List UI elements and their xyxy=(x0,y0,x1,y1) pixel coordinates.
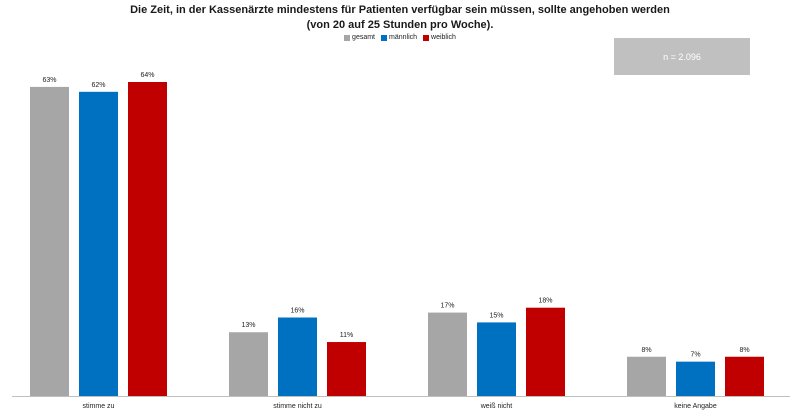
data-label-weiblich-2: 18% xyxy=(538,298,552,305)
bar-weiblich-2 xyxy=(526,307,565,396)
data-label-männlich-3: 7% xyxy=(690,352,700,359)
bar-gesamt-2 xyxy=(428,312,467,396)
legend-label-gesamt: gesamt xyxy=(352,34,376,41)
chart-legend: gesamt männlich weiblich xyxy=(0,34,800,41)
legend-item-maennlich: männlich xyxy=(381,34,417,41)
chart-title-line-2: (von 20 auf 25 Stunden pro Woche). xyxy=(306,19,494,31)
data-label-gesamt-3: 8% xyxy=(641,347,651,354)
bar-weiblich-0 xyxy=(128,82,167,396)
chart-title-line-1: Die Zeit, in der Kassenärzte mindestens … xyxy=(130,4,670,16)
category-label-2: weiß nicht xyxy=(480,403,513,410)
bar-weiblich-3 xyxy=(725,356,764,396)
legend-swatch-gesamt xyxy=(344,34,351,41)
data-label-gesamt-2: 17% xyxy=(440,303,454,310)
legend-label-weiblich: weiblich xyxy=(431,34,456,41)
data-label-männlich-2: 15% xyxy=(489,312,503,319)
sample-size-box: n = 2.096 xyxy=(614,38,750,75)
data-label-weiblich-1: 11% xyxy=(340,332,354,339)
chart-title: Die Zeit, in der Kassenärzte mindestens … xyxy=(0,3,800,33)
category-label-1: stimme nicht zu xyxy=(273,403,322,410)
legend-label-maennlich: männlich xyxy=(389,34,418,41)
data-label-gesamt-0: 63% xyxy=(42,77,56,84)
data-label-gesamt-1: 13% xyxy=(241,322,255,329)
bar-männlich-2 xyxy=(477,322,516,396)
bar-gesamt-3 xyxy=(627,356,666,396)
legend-item-weiblich: weiblich xyxy=(423,34,456,41)
legend-swatch-weiblich xyxy=(423,34,430,41)
bar-männlich-0 xyxy=(79,91,118,396)
data-label-weiblich-3: 8% xyxy=(739,347,749,354)
legend-item-gesamt: gesamt xyxy=(344,34,375,41)
bar-gesamt-1 xyxy=(229,332,268,396)
data-label-männlich-0: 62% xyxy=(91,82,105,89)
bar-männlich-1 xyxy=(278,317,317,396)
data-label-männlich-1: 16% xyxy=(290,308,304,315)
data-label-weiblich-0: 64% xyxy=(140,72,154,79)
category-label-0: stimme zu xyxy=(83,403,115,410)
legend-swatch-maennlich xyxy=(381,34,388,41)
bar-gesamt-0 xyxy=(30,86,69,396)
category-label-3: keine Angabe xyxy=(674,403,717,410)
bar-weiblich-1 xyxy=(327,342,366,396)
bar-männlich-3 xyxy=(676,361,715,396)
sample-size-label: n = 2.096 xyxy=(663,51,701,62)
